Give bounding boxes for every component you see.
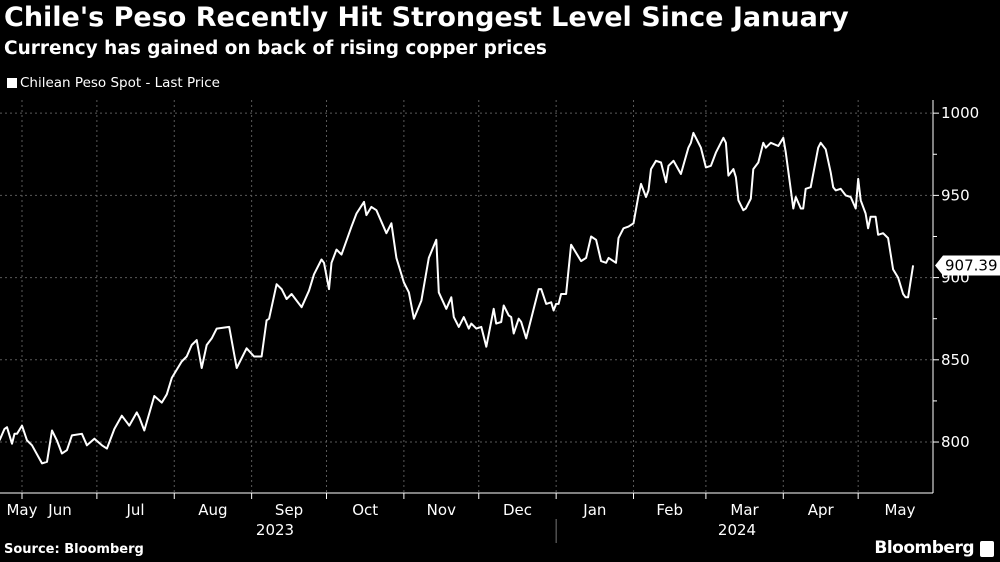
x-tick-label: May <box>884 501 915 519</box>
x-tick-label: Oct <box>352 501 378 519</box>
x-tick-label: Jan <box>582 501 606 519</box>
chart-title: Chile's Peso Recently Hit Strongest Leve… <box>4 2 849 33</box>
x-tick-label: Sep <box>275 501 303 519</box>
source-note: Source: Bloomberg <box>4 542 144 557</box>
series-line-chilean-peso <box>0 131 915 465</box>
x-tick-label: May <box>6 501 37 519</box>
x-tick-label: Apr <box>808 501 835 519</box>
year-label: 2023 <box>256 521 294 539</box>
bloomberg-terminal-icon <box>980 541 994 557</box>
x-tick-label: Feb <box>656 501 683 519</box>
x-tick-label: Nov <box>427 501 456 519</box>
x-tick-label: Mar <box>730 501 759 519</box>
last-value-tag <box>935 255 1000 276</box>
x-tick-label: Aug <box>198 501 227 519</box>
chart-subtitle: Currency has gained on back of rising co… <box>4 38 547 59</box>
y-tick-label: 1000 <box>941 104 979 122</box>
x-axis-labels: May Jun Jul Aug Sep Oct Nov Dec Jan Feb Mar Apr May 2… <box>6 501 915 539</box>
last-value-text: 907.39 <box>945 256 998 274</box>
grid <box>0 100 933 493</box>
year-label: 2024 <box>718 521 756 539</box>
last-value-label: 907.39 <box>935 255 1000 276</box>
y-tick-label: 950 <box>941 186 970 204</box>
legend-label: Chilean Peso Spot - Last Price <box>20 75 220 91</box>
legend: Chilean Peso Spot - Last Price <box>7 75 220 91</box>
legend-swatch <box>7 78 17 88</box>
x-tick-label: Jun <box>47 501 71 519</box>
y-tick-label: 800 <box>941 433 970 451</box>
x-tick-label: Jul <box>126 501 145 519</box>
x-tick-label: Dec <box>503 501 532 519</box>
bloomberg-logo: Bloomberg <box>874 538 974 558</box>
axes <box>0 100 939 543</box>
y-tick-label: 850 <box>941 351 970 369</box>
